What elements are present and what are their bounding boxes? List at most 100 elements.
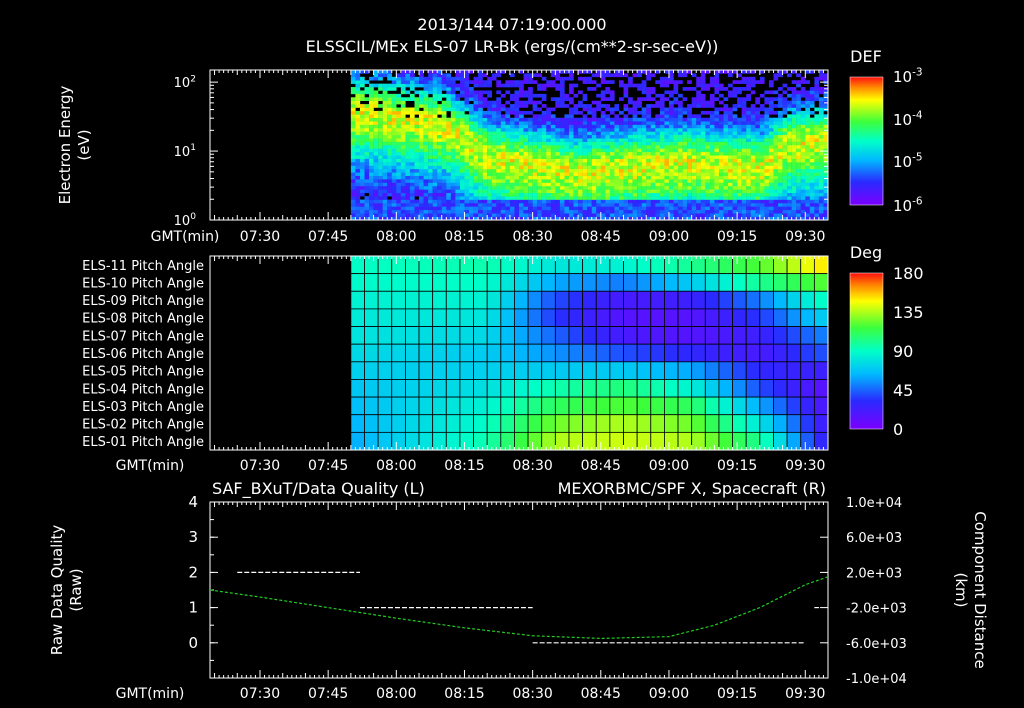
spectrogram-cell bbox=[364, 172, 370, 176]
spectrogram-cell bbox=[464, 107, 470, 112]
spectrogram-cell bbox=[568, 185, 574, 190]
spectrogram-cell bbox=[796, 127, 801, 132]
spectrogram-cell bbox=[714, 179, 720, 183]
spectrogram-cell bbox=[578, 202, 583, 207]
pitch-cell bbox=[691, 343, 706, 363]
pitch-cell bbox=[473, 343, 488, 363]
spectrogram-cell bbox=[537, 121, 542, 125]
spectrogram-cell bbox=[814, 168, 820, 173]
spectrogram-cell bbox=[678, 209, 683, 214]
spectrogram-cell bbox=[519, 90, 524, 95]
spectrogram-cell bbox=[359, 209, 365, 214]
spectrogram-cell bbox=[605, 148, 611, 153]
spectrogram-cell bbox=[478, 185, 483, 190]
spectrogram-cell bbox=[387, 73, 392, 78]
spectrogram-cell bbox=[741, 131, 747, 136]
spectrogram-cell bbox=[600, 70, 606, 74]
spectrogram-cell bbox=[391, 124, 397, 129]
spectrogram-cell bbox=[750, 80, 756, 84]
pitch-cell bbox=[459, 273, 474, 292]
spectrogram-cell bbox=[400, 206, 406, 211]
spectrogram-cell bbox=[664, 182, 670, 187]
spectrogram-cell bbox=[664, 148, 670, 153]
spectrogram-cell bbox=[709, 202, 715, 207]
spectrogram-cell bbox=[700, 141, 706, 146]
spectrogram-cell bbox=[723, 141, 729, 146]
spectrogram-cell bbox=[759, 216, 765, 220]
pitch-cell bbox=[718, 255, 733, 275]
spectrogram-cell bbox=[723, 158, 729, 163]
spectrogram-cell bbox=[796, 213, 801, 217]
pitch-cell bbox=[595, 326, 611, 345]
spectrogram-cell bbox=[782, 196, 788, 200]
spectrogram-cell bbox=[805, 209, 811, 214]
spectrogram-cell bbox=[473, 117, 479, 122]
spectrogram-cell bbox=[609, 134, 615, 139]
spectrogram-cell bbox=[578, 199, 583, 204]
spectrogram-cell bbox=[773, 90, 779, 95]
spectrogram-cell bbox=[805, 202, 811, 207]
spectrogram-cell bbox=[605, 124, 611, 129]
spectrogram-cell bbox=[805, 182, 811, 187]
spectrogram-cell bbox=[696, 213, 701, 217]
spectrogram-cell bbox=[396, 155, 402, 159]
spectrogram-cell bbox=[550, 70, 556, 74]
spectrogram-cell bbox=[364, 104, 370, 108]
spectrogram-cell bbox=[450, 165, 456, 170]
spectrogram-cell bbox=[519, 165, 524, 170]
spectrogram-cell bbox=[437, 70, 442, 74]
spectrogram-cell bbox=[491, 121, 497, 125]
spectrogram-cell bbox=[405, 90, 411, 95]
spectrogram-cell bbox=[705, 189, 711, 194]
spectrogram-cell bbox=[796, 192, 801, 197]
spectrogram-cell bbox=[591, 179, 597, 183]
spectrogram-cell bbox=[796, 202, 801, 207]
spectrogram-cell bbox=[523, 121, 529, 125]
spectrogram-cell bbox=[469, 134, 474, 139]
spectrogram-cell bbox=[450, 134, 456, 139]
spectrogram-cell bbox=[437, 192, 442, 197]
spectrogram-cell bbox=[487, 121, 492, 125]
spectrogram-cell bbox=[578, 213, 583, 217]
spectrogram-cell bbox=[732, 131, 738, 136]
spectrogram-cell bbox=[450, 158, 456, 163]
spectrogram-cell bbox=[718, 141, 724, 146]
pitch-cell bbox=[364, 255, 379, 275]
spectrogram-cell bbox=[705, 202, 711, 207]
spectrogram-cell bbox=[755, 124, 761, 129]
spectrogram-cell bbox=[768, 141, 774, 146]
x-tick-label: 08:45 bbox=[581, 229, 621, 245]
spectrogram-cell bbox=[800, 189, 806, 194]
spectrogram-cell bbox=[432, 134, 438, 139]
spectrogram-cell bbox=[473, 148, 479, 153]
spectrogram-cell bbox=[369, 151, 374, 156]
spectrogram-cell bbox=[482, 138, 488, 142]
spectrogram-cell bbox=[464, 114, 470, 119]
spectrogram-cell bbox=[514, 138, 520, 142]
spectrogram-cell bbox=[805, 110, 811, 115]
spectrogram-cell bbox=[673, 175, 679, 180]
spectrogram-cell bbox=[723, 151, 729, 156]
spectrogram-cell bbox=[664, 192, 670, 197]
spectrogram-cell bbox=[541, 192, 547, 197]
spectrogram-cell bbox=[728, 179, 733, 183]
pitch-cell bbox=[677, 308, 693, 327]
spectrogram-cell bbox=[691, 100, 697, 105]
spectrogram-cell bbox=[350, 172, 356, 176]
spectrogram-cell bbox=[737, 175, 742, 180]
spectrogram-cell bbox=[546, 168, 551, 173]
pitch-cell bbox=[800, 414, 815, 433]
spectrogram-cell bbox=[764, 158, 770, 163]
spectrogram-cell bbox=[723, 196, 729, 200]
spectrogram-cell bbox=[641, 151, 647, 156]
spectrogram-cell bbox=[709, 114, 715, 119]
spectrogram-cell bbox=[496, 192, 502, 197]
spectrogram-cell bbox=[609, 151, 615, 156]
spectrogram-cell bbox=[732, 155, 738, 159]
spectrogram-cell bbox=[614, 168, 620, 173]
spectrogram-cell bbox=[732, 141, 738, 146]
spectrogram-cell bbox=[405, 73, 411, 78]
spectrogram-cell bbox=[496, 90, 502, 95]
spectrogram-cell bbox=[600, 138, 606, 142]
spectrogram-cell bbox=[764, 151, 770, 156]
